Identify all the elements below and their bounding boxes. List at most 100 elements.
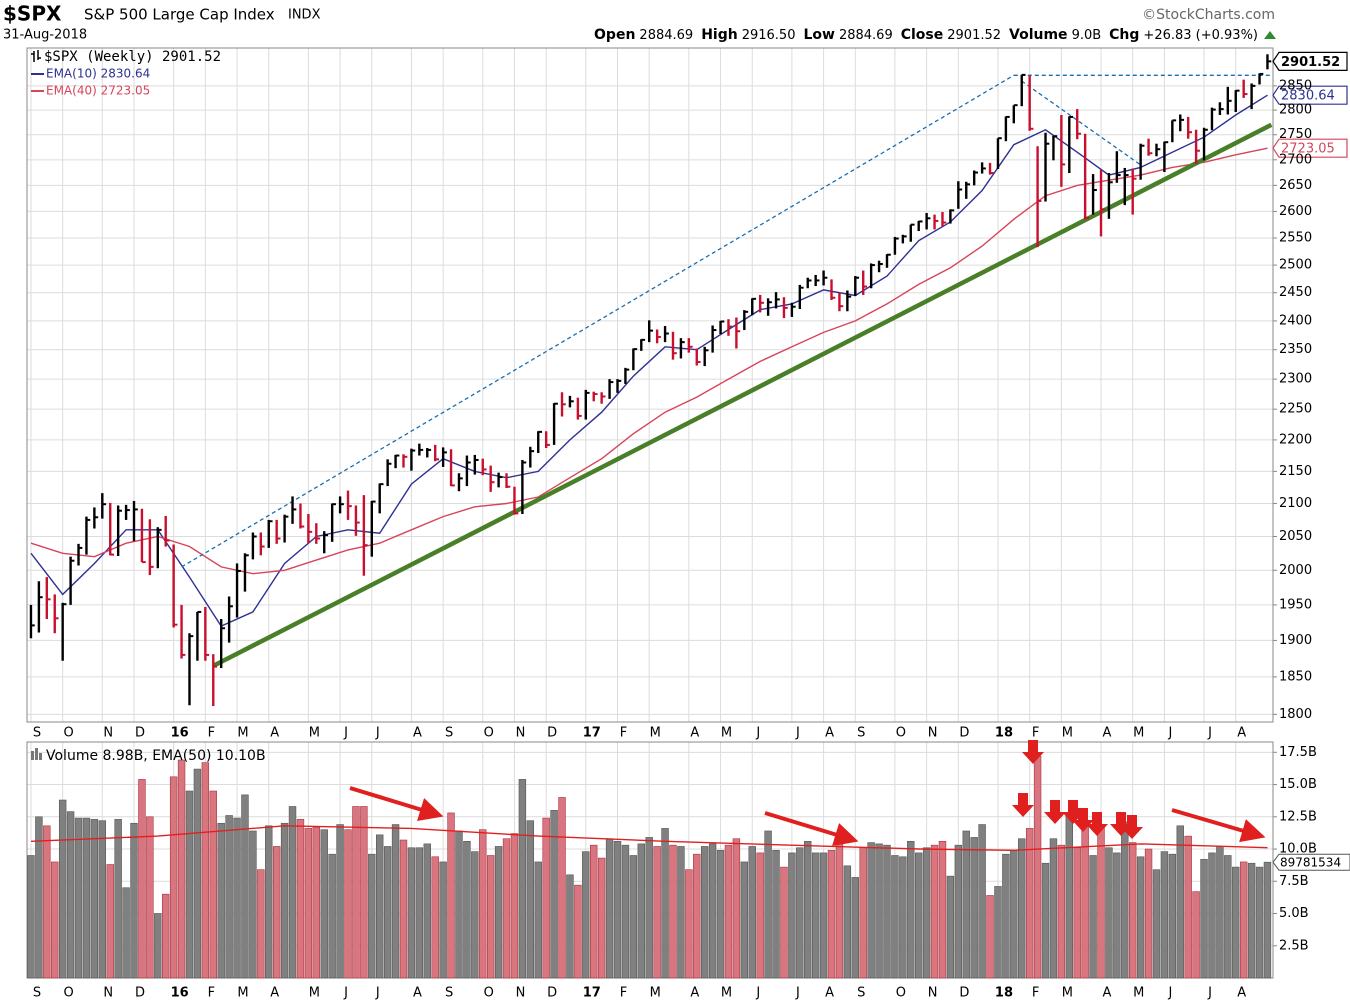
quote-label: Open [594,27,635,43]
volume-bar [629,855,638,979]
volume-bar [90,819,99,979]
volume-bar [835,838,844,979]
y-tick-label: 2100 [1279,496,1312,511]
volume-bar [1033,755,1042,979]
volume-bar [1136,856,1145,979]
x-tick-label: S [857,726,865,741]
volume-bar [486,855,495,979]
x-tick-label: A [690,726,699,741]
volume-tick-label: 17.5B [1279,745,1317,760]
price-tag-box [1272,85,1348,105]
date: 31-Aug-2018 [3,28,87,43]
volume-bar [1025,828,1034,979]
x-tick-label: D [959,986,969,1001]
quote-value: 9.0B [1072,28,1102,43]
volume-tag-box [1272,853,1350,871]
y-tick-label: 2150 [1279,464,1312,479]
volume-bar [510,833,519,979]
x-tick-label: F [1032,986,1039,1001]
volume-bar [558,797,566,979]
x-tick-label: N [103,726,113,741]
x-tick-label: D [135,726,145,741]
x-tick-label: J [1167,726,1172,741]
y-tick-label: 2800 [1279,103,1312,118]
x-tick-label: A [413,726,422,741]
y-tick-label: 2000 [1279,563,1312,578]
y-tick-label: 1800 [1279,707,1312,722]
x-tick-label: 16 [171,726,189,741]
y-tick-label: 2500 [1279,258,1312,273]
volume-bar [74,817,83,979]
volume-bar [154,913,162,979]
volume-bar [788,852,796,979]
volume-bar [399,839,408,979]
y-tick-label: 2650 [1279,178,1312,193]
volume-bar [27,855,35,979]
legend-layer: EMA(10) 2830.64 EMA(40) 2723.05 [31,67,150,98]
volume-bar [494,846,503,979]
exchange: INDX [288,8,321,23]
quote-value: +26.83 (+0.93%) [1143,28,1258,43]
x-tick-label: J [795,726,800,741]
x-tick-label: M [1062,986,1073,1001]
source: ©StockCharts.com [1142,7,1275,23]
quote-line: Open 2884.69 High 2916.50 Low 2884.69 Close 290… [594,27,1258,43]
volume-bar [899,856,907,979]
volume-bar [566,874,574,979]
volume-bar [518,779,527,979]
quote-value: 2884.69 [639,28,693,43]
x-tick-label: O [896,726,906,741]
volume-bar [122,887,130,979]
x-tick-label: D [547,726,557,741]
volume-bar [1200,859,1208,979]
x-tick-label: O [896,986,906,1001]
price-tag-label: 2723.05 [1281,142,1335,157]
volume-bar [241,794,249,979]
volume-bar [296,819,305,979]
volume-bar [352,806,360,979]
index-name: S&P 500 Large Cap Index [84,6,275,24]
volume-bar [851,877,859,979]
volume-ema-line [30,825,1268,852]
volume-bar [542,817,550,979]
x-tick-label: 18 [995,726,1013,741]
volume-bar [685,869,693,979]
x-tick-label: F [1032,726,1039,741]
x-tick-label: M [650,726,661,741]
volume-bar [249,830,257,979]
x-tick-label: S [33,986,41,1001]
x-tick-label: N [928,726,938,741]
x-tick-label: O [484,726,494,741]
y-tick-label: 1850 [1279,669,1312,684]
x-tick-label: M [309,986,320,1001]
x-tick-label: O [484,986,494,1001]
volume-bar [740,861,749,979]
legend-entry: EMA(40) 2723.05 [46,84,150,98]
y-tick-label: 2850 [1279,78,1312,93]
x-tick-label: D [135,986,145,1001]
x-tick-label: S [445,986,453,1001]
x-tick-label: F [208,726,215,741]
symbol: $SPX [3,2,62,26]
volume-bar [970,837,978,979]
volume-bar [804,841,812,979]
volume-bar [1073,847,1081,979]
volume-bar [383,846,392,979]
volume-bar [986,895,994,979]
volume-bar [867,842,875,979]
price-frame [26,47,1274,723]
x-tick-label: A [270,986,279,1001]
x-tick-label: M [1133,726,1144,741]
price-tag-box [1272,51,1348,71]
volume-bar [463,841,471,979]
x-tick-label: M [1133,986,1144,1001]
volume-bar [700,846,709,979]
volume-tag-label: 89781534 [1280,856,1341,870]
volume-bar [1089,855,1097,979]
volume-bar [66,811,75,979]
volume-bar [597,857,606,979]
x-tick-label: A [1103,726,1112,741]
volume-bar [772,850,780,979]
volume-bar [431,856,439,979]
annotation-arrows [349,786,1266,846]
